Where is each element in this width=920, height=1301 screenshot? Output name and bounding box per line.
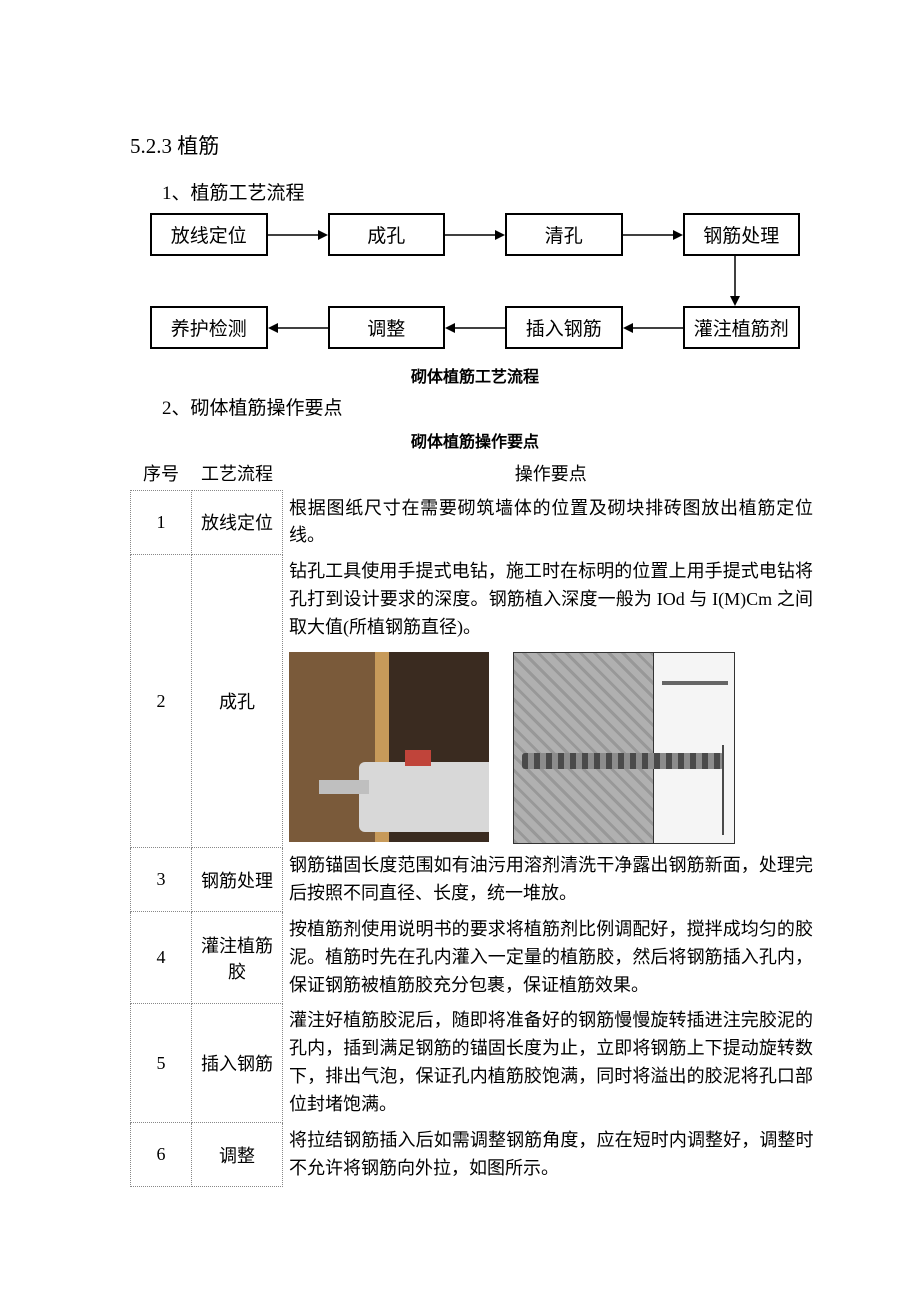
flowchart-caption: 砌体植筋工艺流程 bbox=[130, 363, 820, 387]
cell-process: 调整 bbox=[192, 1123, 283, 1187]
table-row: 6 调整 将拉结钢筋插入后如需调整钢筋角度，应在短时内调整好，调整时不允许将钢筋… bbox=[131, 1123, 820, 1187]
table-row: 1 放线定位 根据图纸尺寸在需要砌筑墙体的位置及砌块排砖图放出植筋定位线。 bbox=[131, 491, 820, 555]
row2-image-group bbox=[289, 652, 813, 844]
arrow-left-icon bbox=[268, 320, 328, 336]
cell-desc: 根据图纸尺寸在需要砌筑墙体的位置及砌块排砖图放出植筋定位线。 bbox=[283, 491, 820, 555]
arrow-right-icon bbox=[445, 227, 505, 243]
flowchart: 放线定位 成孔 清孔 钢筋处理 养护检测 调整 bbox=[150, 213, 800, 349]
arrow-left-icon bbox=[445, 320, 505, 336]
arrow-left-icon bbox=[623, 320, 683, 336]
cell-index: 2 bbox=[131, 554, 192, 848]
cell-desc: 钻孔工具使用手提式电钻，施工时在标明的位置上用手提式电钻将孔打到设计要求的深度。… bbox=[283, 554, 820, 848]
table-row: 4 灌注植筋胶 按植筋剂使用说明书的要求将植筋剂比例调配好，搅拌成均匀的胶泥。植… bbox=[131, 912, 820, 1004]
cell-index: 4 bbox=[131, 912, 192, 1004]
table-caption: 砌体植筋操作要点 bbox=[130, 428, 820, 452]
rebar-diagram-placeholder bbox=[513, 652, 735, 844]
cell-desc: 灌注好植筋胶泥后，随即将准备好的钢筋慢慢旋转插进注完胶泥的孔内，插到满足钢筋的锚… bbox=[283, 1003, 820, 1123]
cell-process: 放线定位 bbox=[192, 491, 283, 555]
flow-box-2: 成孔 bbox=[328, 213, 446, 256]
flow-box-5: 灌注植筋剂 bbox=[683, 306, 801, 349]
flow-box-4: 钢筋处理 bbox=[683, 213, 801, 256]
steps-table: 序号 工艺流程 操作要点 1 放线定位 根据图纸尺寸在需要砌筑墙体的位置及砌块排… bbox=[130, 456, 820, 1187]
cell-index: 6 bbox=[131, 1123, 192, 1187]
flow-box-8: 养护检测 bbox=[150, 306, 268, 349]
table-row: 5 插入钢筋 灌注好植筋胶泥后，随即将准备好的钢筋慢慢旋转插进注完胶泥的孔内，插… bbox=[131, 1003, 820, 1123]
flow-box-1: 放线定位 bbox=[150, 213, 268, 256]
cell-desc: 钢筋锚固长度范围如有油污用溶剂清洗干净露出钢筋新面，处理完后按照不同直径、长度，… bbox=[283, 848, 820, 912]
flowchart-vertical-arrow-row bbox=[150, 256, 800, 306]
flow-box-6: 插入钢筋 bbox=[505, 306, 623, 349]
th-index: 序号 bbox=[131, 456, 192, 491]
cell-index: 5 bbox=[131, 1003, 192, 1123]
cell-desc: 按植筋剂使用说明书的要求将植筋剂比例调配好，搅拌成均匀的胶泥。植筋时先在孔内灌入… bbox=[283, 912, 820, 1004]
drill-photo-placeholder bbox=[289, 652, 489, 842]
document-page: 5.2.3 植筋 1、植筋工艺流程 放线定位 成孔 清孔 钢筋处理 养护检测 bbox=[0, 0, 920, 1301]
subheading-1: 1、植筋工艺流程 bbox=[162, 178, 820, 205]
table-row: 3 钢筋处理 钢筋锚固长度范围如有油污用溶剂清洗干净露出钢筋新面，处理完后按照不… bbox=[131, 848, 820, 912]
cell-desc-text: 钻孔工具使用手提式电钻，施工时在标明的位置上用手提式电钻将孔打到设计要求的深度。… bbox=[289, 561, 813, 637]
cell-index: 1 bbox=[131, 491, 192, 555]
flowchart-row-1: 放线定位 成孔 清孔 钢筋处理 bbox=[150, 213, 800, 256]
th-desc: 操作要点 bbox=[283, 456, 820, 491]
flow-box-3: 清孔 bbox=[505, 213, 623, 256]
arrow-right-icon bbox=[268, 227, 328, 243]
flowchart-row-2: 养护检测 调整 插入钢筋 灌注植筋剂 bbox=[150, 306, 800, 349]
arrow-right-icon bbox=[623, 227, 683, 243]
flow-box-7: 调整 bbox=[328, 306, 446, 349]
cell-desc: 将拉结钢筋插入后如需调整钢筋角度，应在短时内调整好，调整时不允许将钢筋向外拉，如… bbox=[283, 1123, 820, 1187]
arrow-down-icon bbox=[727, 256, 743, 306]
subheading-2: 2、砌体植筋操作要点 bbox=[162, 393, 820, 420]
table-row: 2 成孔 钻孔工具使用手提式电钻，施工时在标明的位置上用手提式电钻将孔打到设计要… bbox=[131, 554, 820, 848]
table-header-row: 序号 工艺流程 操作要点 bbox=[131, 456, 820, 491]
th-process: 工艺流程 bbox=[192, 456, 283, 491]
cell-process: 插入钢筋 bbox=[192, 1003, 283, 1123]
section-heading: 5.2.3 植筋 bbox=[130, 130, 820, 160]
cell-process: 钢筋处理 bbox=[192, 848, 283, 912]
cell-process: 灌注植筋胶 bbox=[192, 912, 283, 1004]
cell-index: 3 bbox=[131, 848, 192, 912]
cell-process: 成孔 bbox=[192, 554, 283, 848]
